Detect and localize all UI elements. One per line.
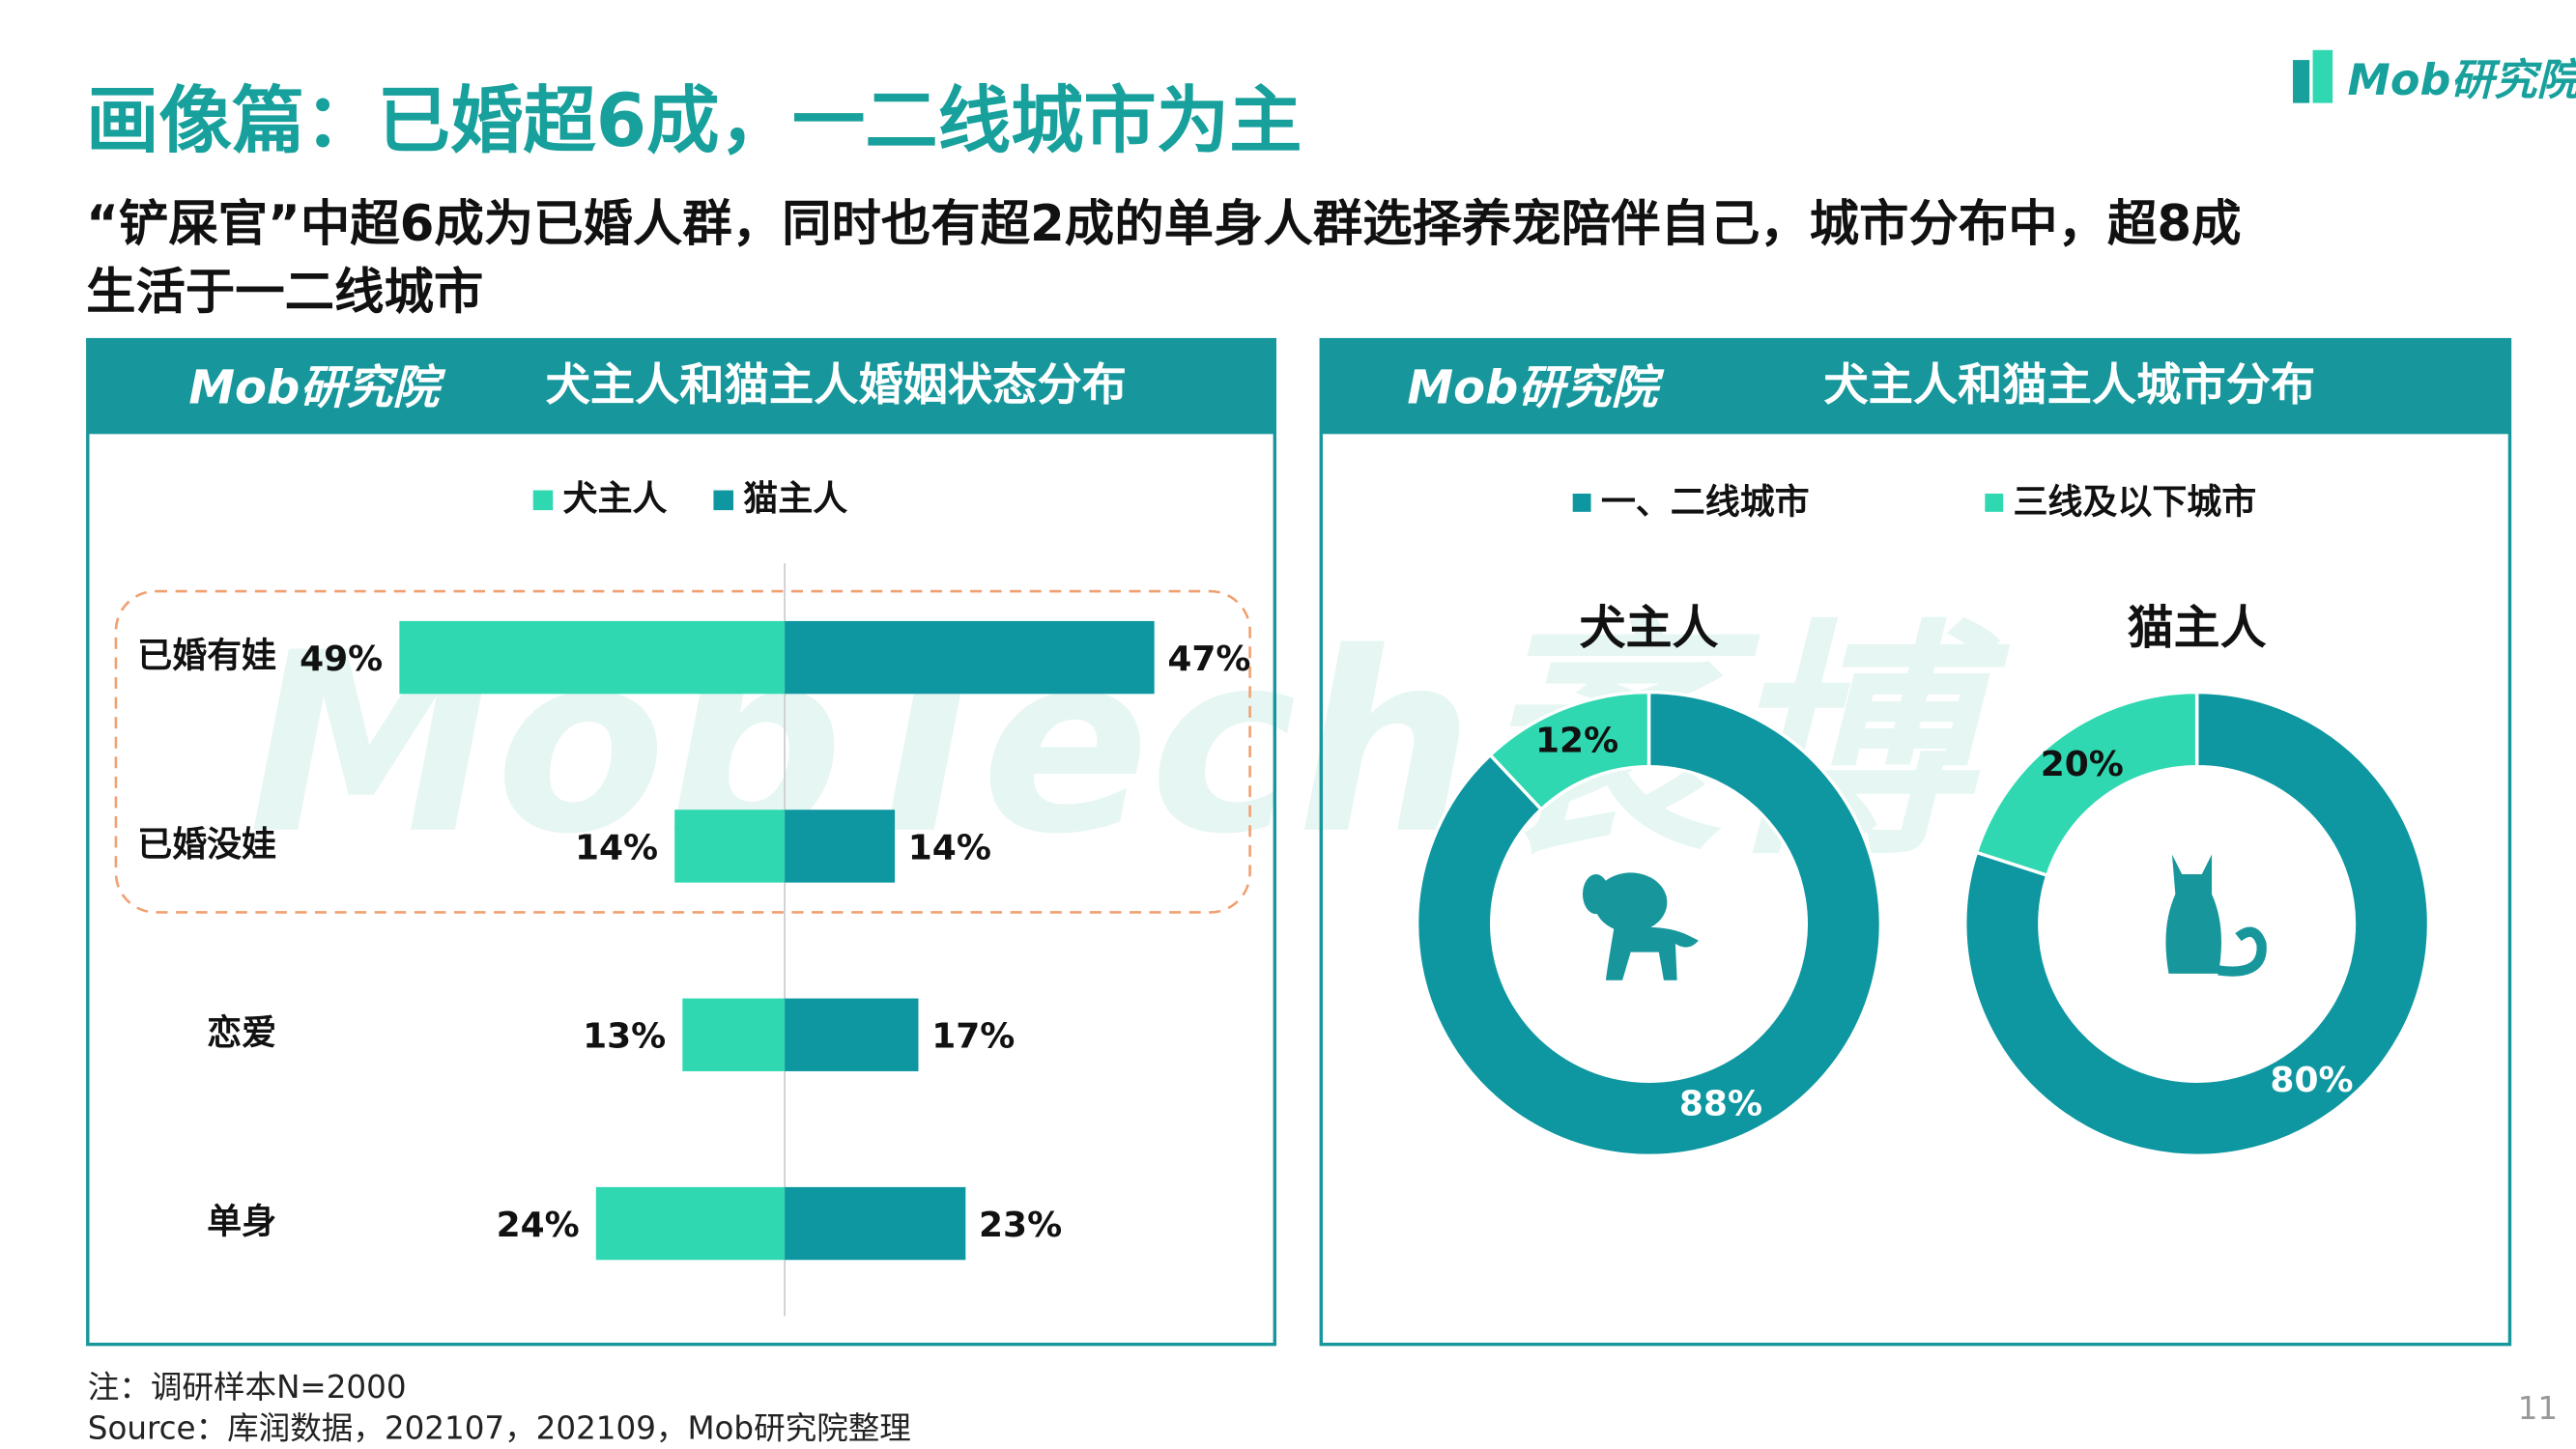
cat-icon [2165,854,2267,977]
title: 画像篇：已婚超6成，一二线城市为主 [86,78,1302,163]
logo: Mob研究院 [2348,55,2576,105]
panel-title: 犬主人和猫主人婚姻状态分布 [546,358,1127,411]
legend-swatch [1572,493,1591,512]
value-label: 14% [575,828,658,867]
donut-slice [1415,690,1883,1157]
value-label: 12% [1535,721,1618,760]
dog-icon [1582,872,1699,980]
logo-icon [2312,49,2333,103]
pie-title: 犬主人 [1580,601,1719,655]
value-label: 14% [908,828,991,867]
pie-title: 猫主人 [2128,601,2267,655]
category-label: 已婚有娃 [137,637,276,676]
category-label: 已婚没娃 [137,825,276,865]
bar [682,998,786,1071]
value-label: 49% [300,639,383,679]
panel-header [1321,339,2510,435]
value-label: 88% [1679,1084,1762,1123]
bar [785,810,896,883]
bar [399,620,786,695]
source: Source：库润数据，202107，202109，Mob研究院整理 [88,1410,911,1447]
value-label: 80% [2270,1061,2353,1100]
bar [595,1186,786,1261]
bar [785,620,1155,695]
highlight-box [114,589,1251,914]
logo-icon [2293,60,2310,103]
legend-label: 猫主人 [743,479,847,519]
legend-label: 一、二线城市 [1601,482,1810,522]
note: 注：调研样本N=2000 [88,1369,407,1406]
panel-title: 犬主人和猫主人城市分布 [1823,358,2315,411]
value-label: 23% [979,1206,1062,1245]
panel-logo: Mob研究院 [188,361,446,415]
legend-swatch [1985,493,2004,512]
legend-swatch [713,490,734,511]
value-label: 20% [2041,745,2124,784]
bar [674,810,786,883]
donut-slice [1963,690,2431,1158]
donut-slice [1974,690,2199,878]
subtitle: 生活于一二线城市 [86,263,483,321]
value-label: 13% [583,1017,666,1057]
legend-label: 犬主人 [563,479,668,519]
value-label: 47% [1167,639,1250,679]
bar [785,998,919,1071]
panel-logo: Mob研究院 [1407,361,1665,415]
category-label: 恋爱 [207,1012,276,1053]
value-label: 17% [931,1017,1015,1057]
donut-slice [1487,690,1651,812]
page-number: 11 [2518,1390,2558,1427]
panel-header [87,339,1275,435]
bar [785,1186,966,1261]
value-label: 24% [497,1206,580,1245]
subtitle: “铲屎官”中超6成为已婚人群，同时也有超2成的单身人群选择养宠陪伴自己，城市分布… [86,195,2241,253]
legend-swatch [532,490,554,511]
category-label: 单身 [207,1203,276,1242]
legend-label: 三线及以下城市 [2013,482,2256,522]
